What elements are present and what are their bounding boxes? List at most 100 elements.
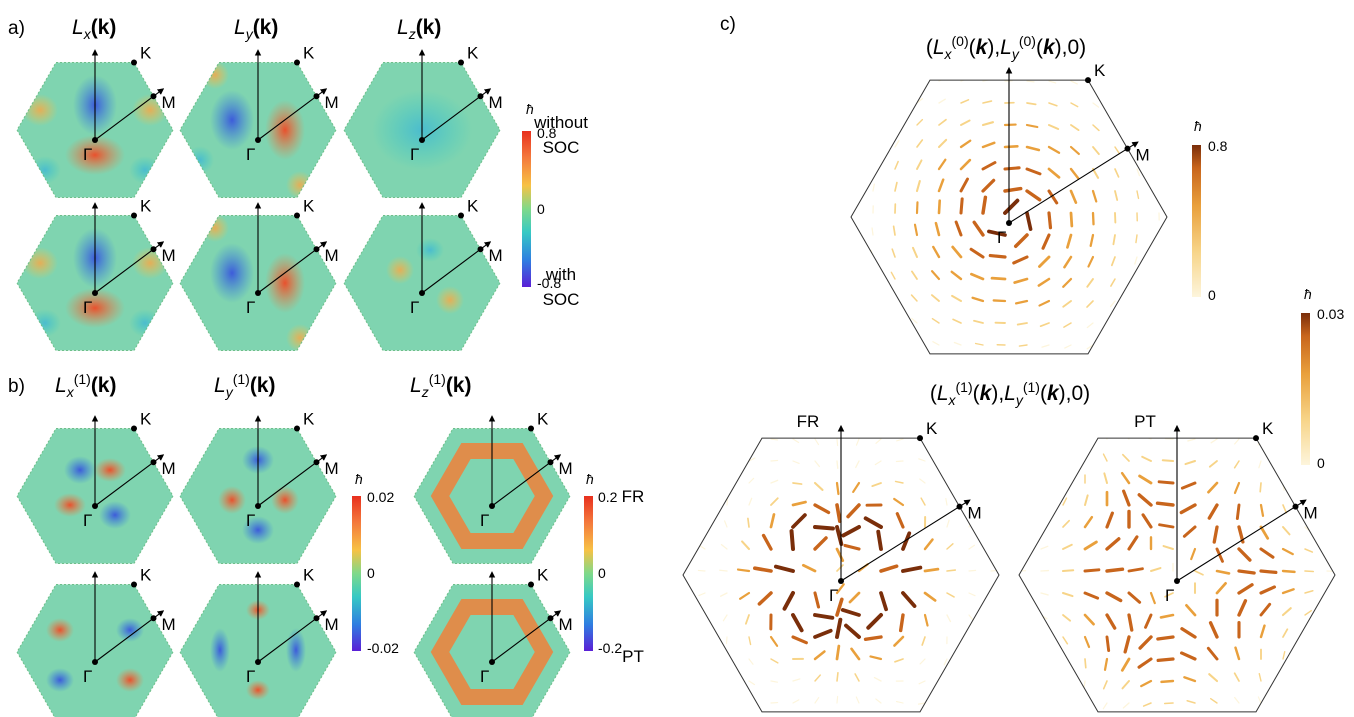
vector-arrow xyxy=(1326,695,1329,704)
gamma-point-dot xyxy=(255,659,261,665)
vector-arrow xyxy=(1132,367,1137,372)
vector-arrow xyxy=(773,564,795,573)
vector-arrow xyxy=(1208,673,1219,683)
vector-arrow xyxy=(1092,102,1100,108)
vector-arrow xyxy=(932,341,940,346)
vector-arrow xyxy=(921,636,926,646)
vector-arrow xyxy=(938,98,946,104)
vector-arrow xyxy=(934,221,941,237)
vector-arrow xyxy=(841,525,861,538)
color-blob xyxy=(116,668,144,692)
vector-arrow xyxy=(1194,570,1204,576)
gamma-point-label: Γ xyxy=(410,298,419,317)
vector-arrow xyxy=(739,591,751,600)
vector-arrow xyxy=(1137,657,1153,669)
vector-arrow xyxy=(868,316,874,324)
vector-arrow xyxy=(910,340,918,346)
vector-arrow xyxy=(814,674,821,682)
vector-arrow xyxy=(1048,80,1057,84)
color-blob xyxy=(186,146,214,174)
vector-arrow xyxy=(748,477,755,484)
vector-arrow xyxy=(1158,190,1161,199)
k-point-dot xyxy=(528,425,534,432)
vector-arrow xyxy=(1115,59,1121,63)
vector-arrow xyxy=(1105,537,1121,551)
vector-arrow xyxy=(851,316,852,324)
vector-arrow xyxy=(1040,522,1047,528)
vector-arrow xyxy=(923,613,929,627)
vector-arrow xyxy=(896,438,904,442)
color-blob xyxy=(129,156,161,184)
vector-arrow xyxy=(1136,80,1143,87)
vector-arrow xyxy=(1103,472,1108,484)
vector-arrow xyxy=(683,702,687,710)
vector-arrow xyxy=(1259,482,1262,493)
panel-a-title-ly: Ly(k) xyxy=(234,16,278,42)
vector-arrow xyxy=(873,676,882,682)
vector-arrow xyxy=(1158,80,1165,87)
vector-arrow xyxy=(1326,526,1333,532)
vector-arrow xyxy=(704,475,707,484)
vector-arrow xyxy=(1127,567,1144,573)
m-point-dot xyxy=(313,459,320,466)
vector-arrow xyxy=(1062,277,1073,288)
color-blob xyxy=(201,62,229,89)
vector-arrow xyxy=(1019,636,1025,643)
vector-arrow xyxy=(1082,702,1086,710)
vector-arrow xyxy=(835,547,845,563)
vector-arrow xyxy=(923,591,937,602)
vector-arrow xyxy=(1237,583,1254,595)
vector-arrow xyxy=(987,229,1007,237)
svg-text:ħ: ħ xyxy=(586,471,594,487)
vector-arrow xyxy=(946,592,955,598)
vector-arrow xyxy=(719,569,728,572)
gamma-m-axis-arrow xyxy=(1176,499,1307,582)
vector-arrow xyxy=(874,460,882,466)
vector-arrow xyxy=(1304,570,1315,573)
vector-arrow xyxy=(953,341,962,346)
vector-arrow xyxy=(1082,453,1086,462)
vector-arrow xyxy=(897,417,903,420)
vector-arrow xyxy=(1103,412,1107,417)
vector-arrow xyxy=(872,140,877,148)
vector-arrow xyxy=(1082,411,1085,417)
vector-arrow xyxy=(1182,525,1197,538)
vector-arrow xyxy=(769,513,776,529)
vector-arrow xyxy=(1092,124,1100,132)
vector-arrow xyxy=(895,512,905,529)
vector-arrow xyxy=(814,438,820,446)
vector-arrow xyxy=(1019,546,1026,550)
gamma-point-dot xyxy=(92,137,98,143)
k-point-dot xyxy=(294,59,300,66)
m-point-dot xyxy=(150,246,157,253)
vector-arrow xyxy=(1326,590,1334,594)
vector-arrow xyxy=(698,544,706,550)
vector-arrow xyxy=(1127,591,1142,604)
vector-arrow xyxy=(1087,367,1093,370)
vector-arrow xyxy=(1131,344,1138,351)
vector-arrow xyxy=(720,543,728,550)
vector-arrow xyxy=(1066,233,1073,249)
hex-ring xyxy=(430,442,554,550)
vector-arrow xyxy=(1215,569,1231,575)
map-lx-without-soc: K M Γ xyxy=(16,43,176,199)
vector-arrow xyxy=(941,680,948,687)
vector-arrow xyxy=(1018,344,1028,347)
vector-arrow xyxy=(930,294,940,302)
vector-arrow xyxy=(863,516,883,529)
vector-arrow xyxy=(1083,635,1091,649)
color-blob xyxy=(210,243,254,303)
vector-arrow xyxy=(876,529,883,551)
color-blob xyxy=(129,309,161,337)
m-point-label: M xyxy=(489,246,503,265)
vector-arrow xyxy=(988,680,992,688)
vector-arrow xyxy=(1160,679,1175,684)
vector-arrow xyxy=(941,416,947,417)
vector-arrow xyxy=(872,97,879,104)
k-point-label: K xyxy=(303,565,315,584)
vector-arrow xyxy=(1190,547,1197,561)
vector-arrow xyxy=(919,478,926,484)
vector-arrow xyxy=(748,636,752,646)
svg-text:0.2: 0.2 xyxy=(598,489,618,505)
